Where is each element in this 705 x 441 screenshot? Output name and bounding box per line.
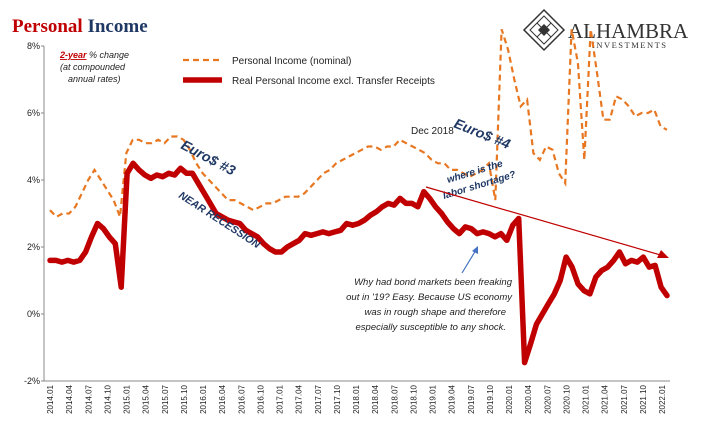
logo-name: ALHAMBRA: [568, 19, 689, 43]
x-tick-label: 2017.10: [333, 384, 342, 413]
legend: Personal Income (nominal) Real Personal …: [183, 56, 435, 87]
x-tick-label: 2020.10: [562, 384, 571, 413]
annotation-bond-line-2: out in '19? Easy. Because US economy: [346, 292, 513, 303]
x-tick-label: 2015.01: [123, 384, 132, 413]
logo-diamond-icon: [522, 8, 566, 52]
legend-label-nominal: Personal Income (nominal): [232, 56, 352, 67]
legend-label-real: Real Personal Income excl. Transfer Rece…: [232, 76, 435, 87]
trend-arrow-line: [425, 186, 665, 257]
x-tick-label: 2017.07: [314, 384, 323, 413]
x-tick-label: 2021.07: [620, 384, 629, 413]
x-tick-label: 2014.07: [84, 384, 93, 413]
annotation-near-recession: NEAR RECESSION: [176, 189, 262, 251]
annotation-bond-line-4: especially susceptible to any shock.: [356, 322, 507, 333]
x-tick-label: 2020.01: [505, 384, 514, 413]
note-line-1: 2-year % change: [59, 50, 129, 60]
x-tick-label: 2018.07: [390, 384, 399, 413]
x-tick-label: 2022.01: [658, 384, 667, 413]
title-part-1: Personal: [12, 16, 83, 37]
x-tick-label: 2019.04: [448, 384, 457, 413]
x-tick-label: 2018.10: [409, 384, 418, 413]
y-tick-label: -2%: [24, 376, 40, 386]
x-tick-label: 2014.01: [46, 384, 55, 413]
annotation-dec-2018: Dec 2018: [411, 126, 454, 137]
callout-arrow-head: [472, 246, 478, 254]
logo-sub: INVESTMENTS: [592, 40, 668, 50]
x-axis: 2014.01 2014.04 2014.07 2014.10 2015.01 2015.…: [46, 384, 667, 413]
x-tick-label: 2015.07: [161, 384, 170, 413]
series-real-personal-income: [47, 160, 670, 366]
x-tick-label: 2018.01: [352, 384, 361, 413]
trend-arrow-head: [657, 250, 669, 258]
series-personal-income-nominal: [49, 28, 668, 219]
y-tick-label: 2%: [27, 242, 40, 252]
x-tick-label: 2021.04: [601, 384, 610, 413]
y-tick-label: 4%: [27, 175, 40, 185]
x-tick-label: 2019.01: [429, 384, 438, 413]
x-tick-label: 2020.04: [524, 384, 533, 413]
x-tick-label: 2016.07: [237, 384, 246, 413]
title-part-2: Income: [83, 16, 148, 37]
callout-arrow-line: [461, 249, 477, 274]
x-tick-label: 2021.10: [639, 384, 648, 413]
annotation-bond-line-1: Why had bond markets been freaking: [354, 277, 513, 288]
annotation-bond-line-3: was in rough shape and therefore: [364, 307, 506, 318]
x-tick-label: 2015.04: [142, 384, 151, 413]
x-tick-label: 2019.07: [467, 384, 476, 413]
alhambra-logo: ALHAMBRA INVESTMENTS: [522, 8, 689, 52]
x-tick-label: 2018.04: [371, 384, 380, 413]
y-tick-label: 6%: [27, 108, 40, 118]
x-tick-label: 2021.01: [582, 384, 591, 413]
x-tick-label: 2017.01: [276, 384, 285, 413]
x-tick-label: 2016.01: [199, 384, 208, 413]
x-tick-label: 2014.10: [103, 384, 112, 413]
note-rest: % change: [87, 50, 130, 60]
x-tick-label: 2017.04: [295, 384, 304, 413]
annotation-euro4: Euro$ #4: [452, 115, 513, 152]
x-tick-label: 2016.10: [256, 384, 265, 413]
x-tick-label: 2020.07: [543, 384, 552, 413]
y-tick-label: 0%: [27, 309, 40, 319]
x-tick-label: 2014.04: [65, 384, 74, 413]
chart-title: Personal Income: [12, 16, 148, 37]
y-tick-label: 8%: [27, 41, 40, 51]
note-line-3: annual rates): [68, 74, 121, 84]
x-tick-label: 2015.10: [180, 384, 189, 413]
note-highlight: 2-year: [59, 50, 87, 60]
y-axis: 8% 6% 4% 2% 0% -2%: [24, 41, 44, 386]
x-tick-label: 2016.04: [218, 384, 227, 413]
note-line-2: (at compounded: [60, 62, 126, 72]
x-tick-label: 2019.10: [486, 384, 495, 413]
